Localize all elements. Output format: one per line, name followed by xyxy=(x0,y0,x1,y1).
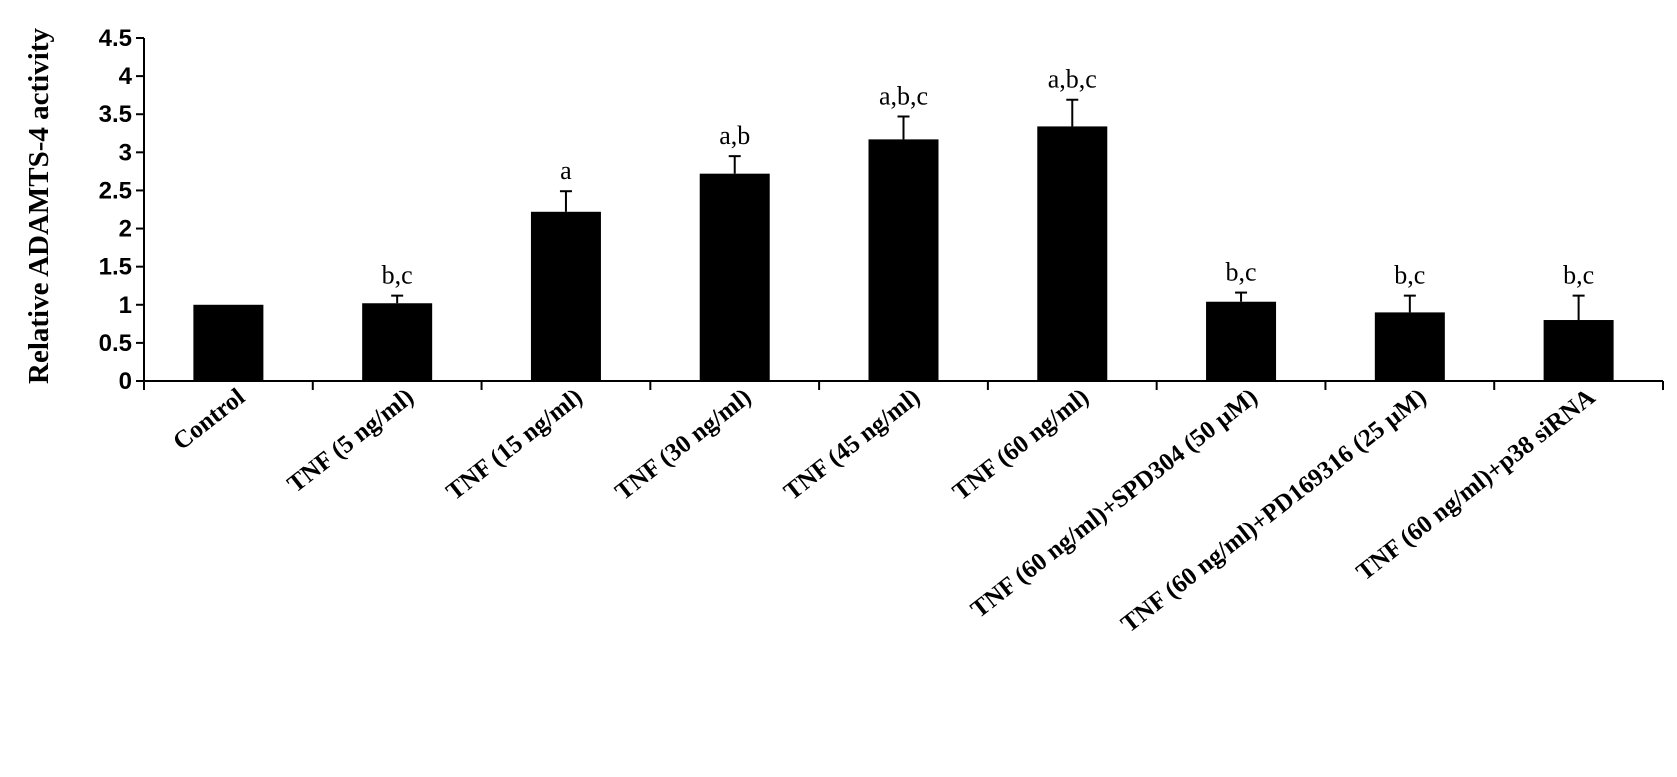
y-tick-label: 4.5 xyxy=(99,25,132,52)
y-tick-label: 0.5 xyxy=(99,330,132,357)
significance-label: a,b xyxy=(719,121,750,150)
bar xyxy=(530,211,601,381)
y-tick-label: 3.5 xyxy=(99,101,132,128)
y-tick-label: 2.5 xyxy=(99,177,132,204)
category-label: TNF (45 ng/ml) xyxy=(779,383,925,505)
bar xyxy=(699,173,770,381)
y-tick-label: 1.5 xyxy=(99,254,132,281)
significance-label: a,b,c xyxy=(879,82,928,111)
significance-label: b,c xyxy=(1394,261,1425,290)
category-label: TNF (60 ng/ml) xyxy=(948,383,1094,505)
bar xyxy=(1543,320,1614,381)
y-tick-label: 2 xyxy=(119,216,132,243)
significance-label: a,b,c xyxy=(1048,65,1097,94)
category-label: TNF (5 ng/ml) xyxy=(283,383,419,498)
y-tick-label: 4 xyxy=(119,63,133,90)
y-tick-label: 1 xyxy=(119,292,132,319)
category-label: TNF (60 ng/ml)+PD169316 (25 µM) xyxy=(1116,383,1431,638)
category-label: Control xyxy=(168,383,250,455)
bar xyxy=(362,303,433,381)
bar xyxy=(193,304,264,381)
category-label: TNF (15 ng/ml) xyxy=(442,383,588,505)
bar xyxy=(868,139,939,381)
significance-label: b,c xyxy=(1226,258,1257,287)
significance-label: b,c xyxy=(382,261,413,290)
significance-label: a xyxy=(560,156,572,185)
bar xyxy=(1206,301,1277,381)
category-label: TNF (30 ng/ml) xyxy=(610,383,756,505)
y-tick-label: 0 xyxy=(119,368,132,395)
bar xyxy=(1374,312,1445,381)
category-label: TNF (60 ng/ml)+SPD304 (50 µM) xyxy=(966,383,1263,623)
bar xyxy=(1037,126,1108,381)
significance-label: b,c xyxy=(1563,261,1594,290)
y-axis-title: Relative ADAMTS-4 activity xyxy=(23,28,55,384)
y-tick-label: 3 xyxy=(119,139,132,166)
